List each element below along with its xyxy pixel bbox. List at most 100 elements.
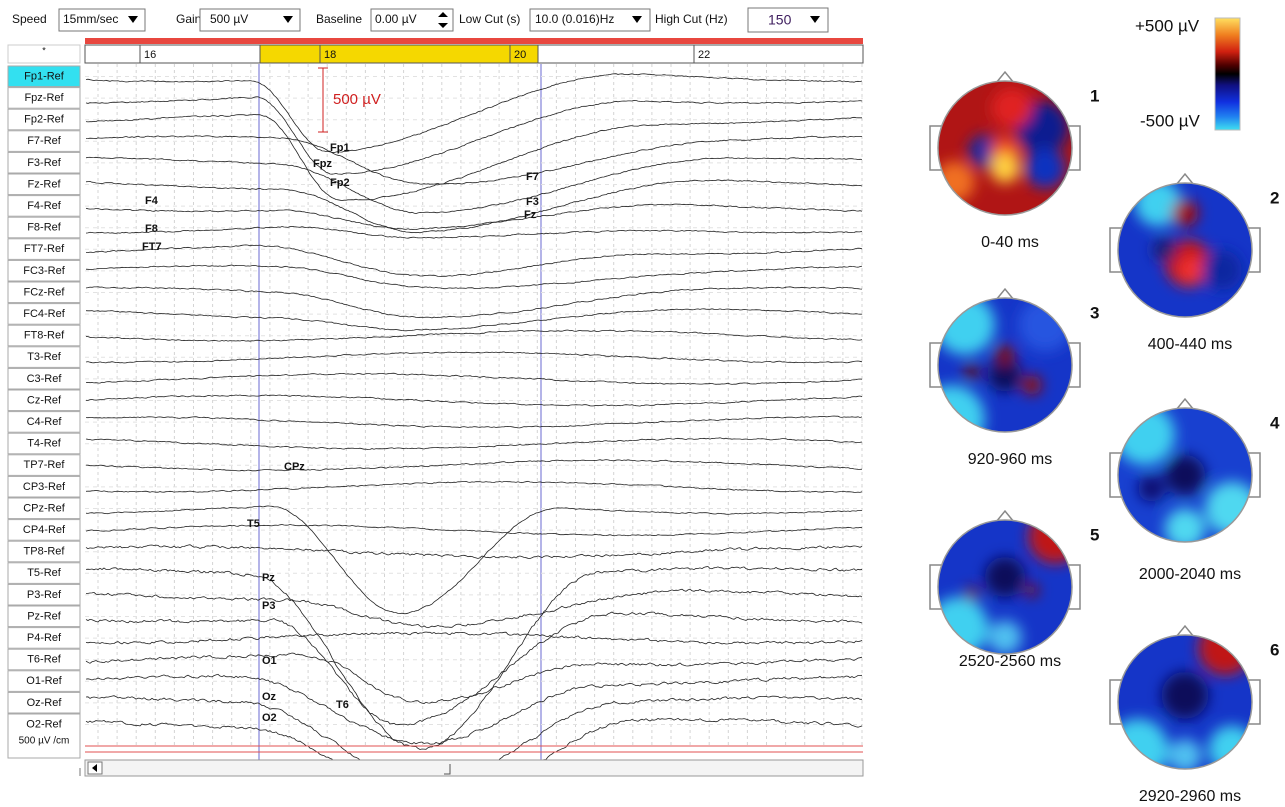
- channel-cell[interactable]: [7, 65, 81, 88]
- channel-cell[interactable]: [7, 691, 81, 714]
- speed-value: 15mm/sec: [63, 12, 118, 26]
- nose: [1175, 397, 1195, 411]
- channel-cell[interactable]: [7, 346, 81, 368]
- color-bar: [1214, 17, 1241, 131]
- trace-label: O2: [262, 712, 277, 724]
- map-blob: [1138, 475, 1165, 502]
- nose: [1175, 624, 1195, 638]
- channel-cell[interactable]: [7, 259, 81, 282]
- channel-cell[interactable]: [7, 281, 81, 304]
- channel-cell[interactable]: [7, 151, 81, 174]
- channel-label: P4-Ref: [27, 632, 62, 644]
- channel-cell[interactable]: [7, 670, 81, 692]
- trace-label: Pz: [262, 572, 275, 584]
- channel-cell[interactable]: [7, 238, 81, 260]
- color-max: +500 µV: [1135, 16, 1200, 35]
- eeg-trace: [85, 351, 863, 364]
- channel-cell[interactable]: [7, 411, 81, 433]
- channel-cell[interactable]: [7, 432, 81, 455]
- channel-label: TP7-Ref: [24, 459, 66, 471]
- corner-cell: [7, 44, 81, 64]
- map-blob: [963, 363, 980, 380]
- channel-cell[interactable]: [7, 389, 81, 412]
- gain-select[interactable]: [199, 8, 301, 32]
- channel-label: Fp2-Ref: [24, 114, 65, 126]
- eeg-trace: [85, 611, 863, 726]
- map-blob: [1025, 583, 1039, 598]
- head-map: [1118, 183, 1252, 317]
- trace-label: Fz: [524, 209, 537, 221]
- channel-cell[interactable]: [7, 195, 81, 217]
- map-blob: [988, 620, 1022, 654]
- channel-cell[interactable]: [7, 87, 81, 109]
- nose: [995, 287, 1015, 301]
- map-blob: [1152, 237, 1177, 263]
- spinner[interactable]: [438, 12, 448, 28]
- eeg-trace: [85, 631, 863, 645]
- channel-label: Fp1-Ref: [24, 70, 65, 82]
- map-blob: [990, 153, 1020, 183]
- head-map: [938, 81, 1072, 215]
- speed-select[interactable]: [58, 8, 146, 32]
- channel-label: Oz-Ref: [27, 697, 63, 709]
- channel-cell[interactable]: [7, 648, 81, 671]
- baseline-input[interactable]: [370, 8, 454, 32]
- eeg-trace: [85, 437, 863, 450]
- channel-cell[interactable]: [7, 583, 81, 606]
- map-time: 2000-2040 ms: [1139, 566, 1241, 583]
- channel-label: C3-Ref: [27, 373, 63, 385]
- toolbar: Speed 15mm/sec Gain 500 µV Baseline 0.00…: [12, 7, 829, 33]
- gain-value: 500 µV: [210, 12, 248, 26]
- channel-label: T6-Ref: [27, 654, 62, 666]
- channel-label: T4-Ref: [27, 438, 62, 450]
- channel-cell[interactable]: [7, 519, 81, 541]
- channel-cell[interactable]: [7, 454, 81, 476]
- map-number: 2: [1270, 188, 1279, 207]
- channel-cell[interactable]: [7, 713, 81, 759]
- selection[interactable]: [259, 44, 539, 64]
- timeline-tick-label: 16: [144, 49, 156, 61]
- channel-cell[interactable]: [7, 562, 81, 584]
- map-blob: [1025, 148, 1066, 189]
- head-map: [938, 520, 1072, 654]
- high-cut-label: High Cut (Hz): [655, 12, 728, 26]
- map-blob: [1161, 671, 1209, 719]
- channel-label: F3-Ref: [27, 157, 62, 169]
- eeg-trace: [85, 264, 863, 290]
- channel-label: F8-Ref: [27, 222, 62, 234]
- dropdown-arrow: [128, 16, 138, 23]
- map-blob: [1028, 520, 1072, 564]
- map-number: 4: [1270, 413, 1280, 432]
- scrollbar[interactable]: [84, 759, 864, 777]
- timeline-marker: *: [42, 45, 46, 55]
- channel-cell[interactable]: [7, 173, 81, 196]
- eeg-trace: [85, 524, 863, 537]
- eeg-trace: [85, 480, 863, 493]
- channel-label: FCz-Ref: [24, 286, 66, 298]
- low-cut-select[interactable]: [529, 8, 651, 32]
- channel-cell[interactable]: [7, 497, 81, 520]
- channel-cell[interactable]: [7, 216, 81, 239]
- channel-cell[interactable]: [7, 627, 81, 649]
- trace-label: T5: [247, 518, 260, 530]
- eeg-trace: [85, 329, 863, 342]
- channel-scale: 500 µV /cm: [19, 736, 70, 747]
- channel-cell[interactable]: [7, 605, 81, 628]
- channel-label: CP4-Ref: [23, 524, 66, 536]
- channel-cell[interactable]: [7, 367, 81, 390]
- nose: [1175, 172, 1195, 186]
- map-time: 2520-2560 ms: [959, 653, 1061, 670]
- scroll-thumb[interactable]: [444, 764, 451, 775]
- channel-label: O2-Ref: [26, 718, 62, 730]
- channel-cell[interactable]: [7, 130, 81, 152]
- low-cut-label: Low Cut (s): [459, 12, 520, 26]
- channel-label: Fz-Ref: [28, 178, 62, 190]
- channel-cell[interactable]: [7, 540, 81, 563]
- channel-cell[interactable]: [7, 475, 81, 498]
- channel-cell[interactable]: [7, 108, 81, 131]
- channel-cell[interactable]: [7, 324, 81, 347]
- trace-label: F8: [145, 223, 158, 235]
- head-outline: [1117, 182, 1253, 318]
- channel-cell[interactable]: [7, 303, 81, 325]
